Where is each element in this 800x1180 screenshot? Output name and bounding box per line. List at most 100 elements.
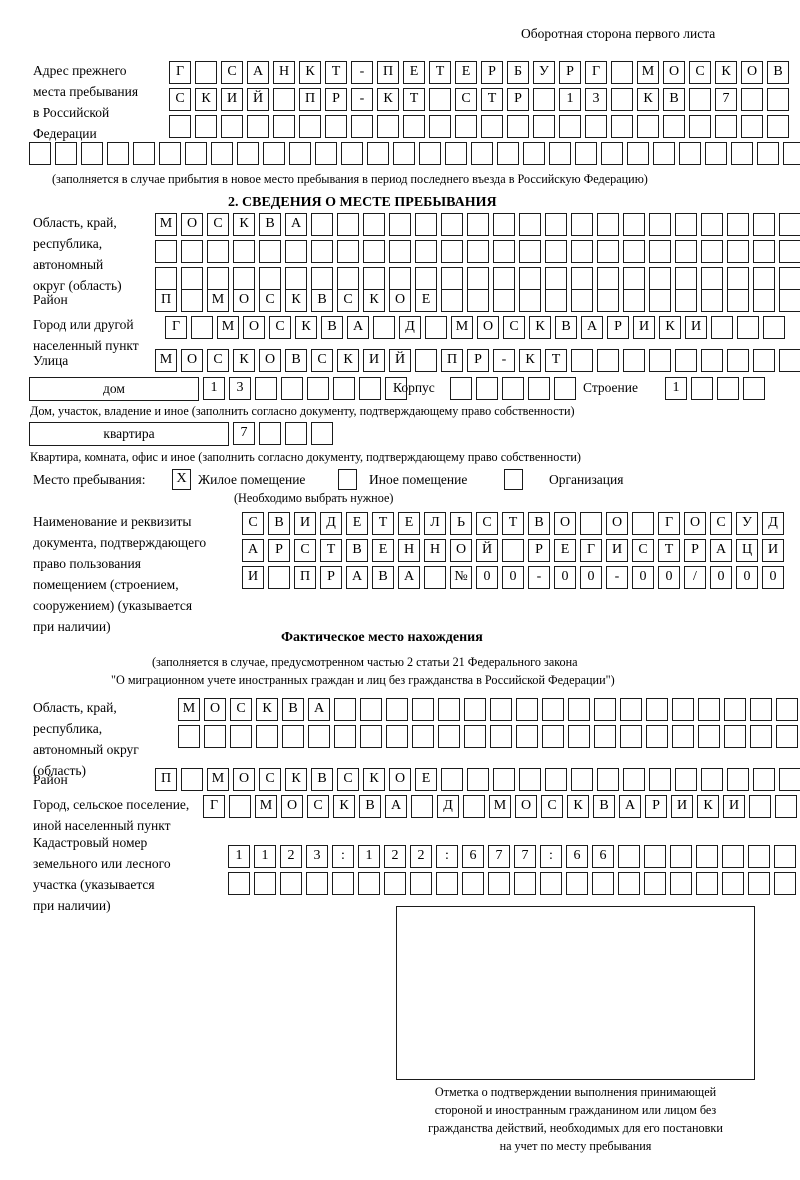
char-cell[interactable] [363,267,385,290]
char-cell[interactable] [649,349,671,372]
char-cell[interactable] [663,115,685,138]
char-cell[interactable] [410,872,432,895]
char-cell[interactable] [646,698,668,721]
char-cell[interactable]: В [359,795,381,818]
char-cell[interactable] [493,240,515,263]
char-cell[interactable] [386,725,408,748]
char-cell[interactable] [779,240,800,263]
char-cell[interactable] [155,240,177,263]
char-cell[interactable] [750,725,772,748]
char-cell[interactable] [230,725,252,748]
char-cell[interactable] [467,289,489,312]
char-cell[interactable] [507,115,529,138]
char-cell[interactable]: Р [325,88,347,111]
char-cell[interactable]: Н [273,61,295,84]
char-cell[interactable]: Ь [450,512,472,535]
char-cell[interactable]: П [155,768,177,791]
char-cell[interactable]: М [255,795,277,818]
char-cell[interactable]: К [363,289,385,312]
char-cell[interactable]: Н [398,539,420,562]
char-cell[interactable]: В [268,512,290,535]
char-cell[interactable]: В [311,289,333,312]
char-cell[interactable] [597,768,619,791]
char-cell[interactable] [363,240,385,263]
char-cell[interactable] [169,115,191,138]
char-cell[interactable] [341,142,363,165]
char-cell[interactable]: П [377,61,399,84]
char-cell[interactable]: В [593,795,615,818]
char-cell[interactable]: М [207,289,229,312]
char-cell[interactable] [701,267,723,290]
char-cell[interactable] [367,142,389,165]
char-cell[interactable] [727,267,749,290]
char-cell[interactable] [441,240,463,263]
char-cell[interactable]: О [281,795,303,818]
checkbox-inoe[interactable] [338,469,357,490]
char-cell[interactable]: У [533,61,555,84]
char-cell[interactable] [462,872,484,895]
char-cell[interactable]: Р [507,88,529,111]
char-cell[interactable] [705,142,727,165]
char-cell[interactable]: Д [399,316,421,339]
char-cell[interactable] [311,267,333,290]
char-cell[interactable] [332,872,354,895]
char-cell[interactable]: А [346,566,368,589]
char-cell[interactable] [481,115,503,138]
char-cell[interactable] [181,267,203,290]
char-cell[interactable] [575,142,597,165]
char-cell[interactable] [696,872,718,895]
char-cell[interactable] [389,267,411,290]
char-cell[interactable] [611,61,633,84]
char-cell[interactable]: А [398,566,420,589]
char-cell[interactable]: Е [415,768,437,791]
char-cell[interactable] [178,725,200,748]
char-cell[interactable]: - [528,566,550,589]
char-cell[interactable] [580,512,602,535]
char-cell[interactable]: О [450,539,472,562]
char-cell[interactable]: М [207,768,229,791]
char-cell[interactable] [779,213,800,236]
char-cell[interactable] [571,289,593,312]
char-cell[interactable] [358,872,380,895]
char-cell[interactable]: П [294,566,316,589]
char-cell[interactable]: В [282,698,304,721]
char-cell[interactable]: М [637,61,659,84]
char-cell[interactable]: Е [398,512,420,535]
char-cell[interactable] [181,768,203,791]
char-cell[interactable]: 0 [762,566,784,589]
char-cell[interactable]: С [259,289,281,312]
char-cell[interactable] [185,142,207,165]
char-cell[interactable]: 0 [580,566,602,589]
char-cell[interactable] [490,725,512,748]
char-cell[interactable]: П [441,349,463,372]
char-cell[interactable] [467,213,489,236]
char-cell[interactable]: К [233,349,255,372]
cadastral-row-2[interactable] [228,872,800,895]
document-row-3[interactable]: И П Р А В А № 0 0-0 0-0 0/0 0 0 [242,566,784,589]
char-cell[interactable] [637,115,659,138]
char-cell[interactable] [670,845,692,868]
char-cell[interactable] [779,349,800,372]
char-cell[interactable]: С [689,61,711,84]
char-cell[interactable] [644,845,666,868]
char-cell[interactable] [620,725,642,748]
char-cell[interactable]: В [372,566,394,589]
char-cell[interactable] [195,115,217,138]
char-cell[interactable]: 1 [203,377,225,400]
char-cell[interactable] [476,377,498,400]
char-cell[interactable] [727,240,749,263]
char-cell[interactable] [675,289,697,312]
char-cell[interactable] [540,872,562,895]
char-cell[interactable]: Й [247,88,269,111]
char-cell[interactable] [438,698,460,721]
char-cell[interactable]: С [337,768,359,791]
char-cell[interactable]: С [269,316,291,339]
char-cell[interactable]: К [659,316,681,339]
char-cell[interactable] [385,377,407,400]
char-cell[interactable] [675,267,697,290]
char-cell[interactable] [724,698,746,721]
char-cell[interactable] [412,698,434,721]
char-cell[interactable]: Р [320,566,342,589]
char-cell[interactable] [672,725,694,748]
char-cell[interactable] [675,240,697,263]
